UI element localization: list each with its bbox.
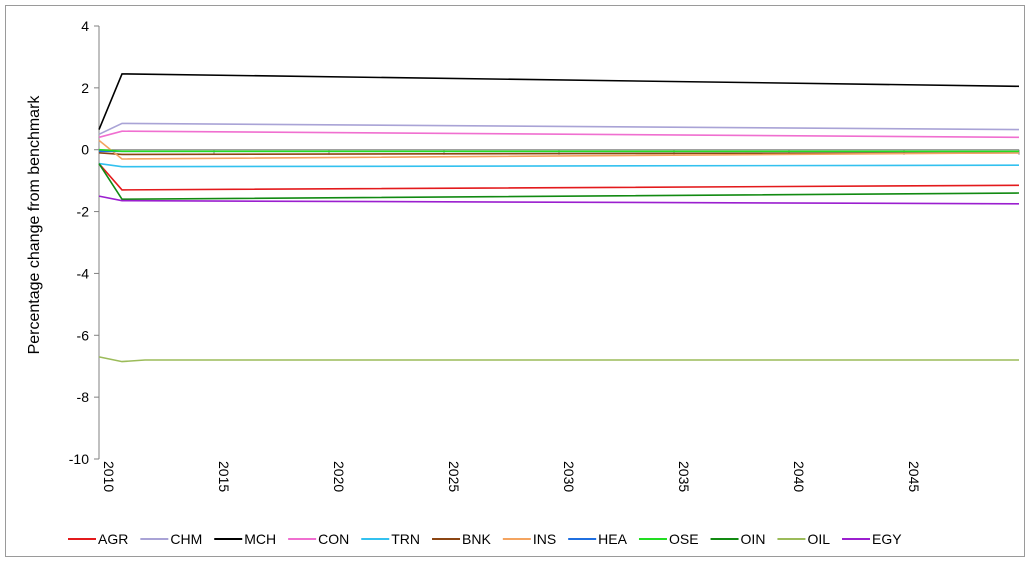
legend-label-con: CON xyxy=(318,531,349,547)
x-tick-label: 2045 xyxy=(906,461,922,492)
y-tick-label: 4 xyxy=(81,18,89,34)
y-tick-label: -2 xyxy=(77,204,90,220)
series-line-egy xyxy=(98,195,1020,205)
series-line-chm xyxy=(98,122,1020,136)
legend-label-oil: OIL xyxy=(807,531,830,547)
x-tick-label: 2030 xyxy=(561,461,577,492)
x-tick-label: 2015 xyxy=(216,461,232,492)
x-tick-label: 2020 xyxy=(331,461,347,492)
legend: AGR CHM MCH CON TRN BNK INS HEA OSE OIN OIL EGY xyxy=(68,531,902,547)
legend-label-chm: CHM xyxy=(170,531,202,547)
legend-label-trn: TRN xyxy=(391,531,420,547)
y-axis-label: Percentage change from benchmark xyxy=(26,95,43,355)
legend-label-mch: MCH xyxy=(244,531,276,547)
x-tick-label: 2040 xyxy=(791,461,807,492)
series-line-oin xyxy=(98,163,1020,201)
legend-label-oin: OIN xyxy=(741,531,766,547)
series-line-mch xyxy=(98,73,1020,130)
x-tick-label: 2050 xyxy=(1021,461,1024,492)
line-chart: 4 2 0 -2 -4 -6 -8 -10 2010 2015 2020 2025 2030 2035 20… xyxy=(26,18,1024,547)
legend-label-ose: OSE xyxy=(669,531,699,547)
series-line-ins xyxy=(98,139,1020,160)
x-tick-label: 2025 xyxy=(446,461,462,492)
series-line-ose xyxy=(98,148,1019,153)
y-tick-label: -8 xyxy=(77,389,90,405)
series-line-trn xyxy=(98,162,1020,168)
y-tick-label: -6 xyxy=(77,327,90,343)
y-tick-label: -4 xyxy=(77,265,90,281)
legend-label-ins: INS xyxy=(533,531,556,547)
legend-label-agr: AGR xyxy=(98,531,128,547)
series-line-oil xyxy=(98,356,1019,363)
legend-label-egy: EGY xyxy=(872,531,902,547)
y-tick-label: 2 xyxy=(81,80,89,96)
y-tick-label: -10 xyxy=(69,451,89,467)
series-layer xyxy=(98,73,1020,363)
series-line-con xyxy=(98,130,1020,139)
tick-labels: 4 2 0 -2 -4 -6 -8 -10 2010 2015 2020 2025 2030 2035 20… xyxy=(69,18,1024,492)
legend-label-hea: HEA xyxy=(598,531,627,547)
series-line-agr xyxy=(98,163,1020,191)
axes xyxy=(94,25,1020,460)
legend-label-bnk: BNK xyxy=(462,531,491,547)
chart-frame: 4 2 0 -2 -4 -6 -8 -10 2010 2015 2020 2025 2030 2035 20… xyxy=(5,5,1025,557)
x-tick-label: 2010 xyxy=(101,461,117,492)
series-line-bnk xyxy=(98,152,1020,156)
y-tick-label: 0 xyxy=(81,142,89,158)
x-tick-label: 2035 xyxy=(676,461,692,492)
